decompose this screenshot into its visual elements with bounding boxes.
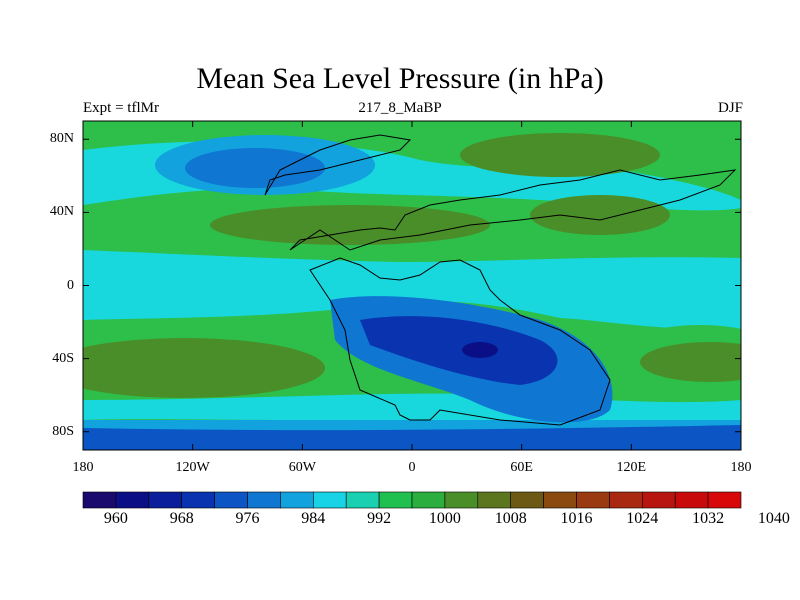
colorbar-swatch xyxy=(641,491,676,509)
lon-label: 60E xyxy=(510,460,533,475)
lat-label: 0 xyxy=(67,277,74,293)
colorbar-swatch xyxy=(247,491,281,509)
colorbar-swatch xyxy=(280,491,314,509)
colorbar xyxy=(82,491,742,509)
contour-south-indian-high-core xyxy=(640,342,741,382)
colorbar-swatch xyxy=(345,491,380,509)
colorbar-swatch xyxy=(148,491,183,509)
contour-equatorial-cyan xyxy=(83,250,741,330)
colorbar-label: 1040 xyxy=(757,510,790,527)
colorbar-label: 1032 xyxy=(692,510,725,527)
lon-label: 180 xyxy=(72,460,94,475)
colorbar-swatch xyxy=(707,491,742,509)
colorbar-label: 1016 xyxy=(560,510,593,527)
colorbar-swatch xyxy=(444,491,479,509)
contour-south-pacific-high-core xyxy=(83,338,325,398)
colorbar-label: 960 xyxy=(103,510,128,527)
contour-southern-low-inner xyxy=(360,316,558,385)
colorbar-label: 992 xyxy=(367,510,392,527)
lat-label: 40N xyxy=(49,204,74,220)
colorbar-swatch xyxy=(674,491,709,509)
contour-field xyxy=(83,121,741,450)
lon-label: 0 xyxy=(408,460,416,475)
contour-aleutian-low-core xyxy=(185,148,325,188)
colorbar-label: 1008 xyxy=(494,510,527,527)
lat-label: 40S xyxy=(52,350,74,366)
continent-outlines xyxy=(264,134,737,426)
colorbar-swatch xyxy=(181,491,215,509)
contour-atlantic-high xyxy=(210,205,490,245)
colorbar-swatch xyxy=(115,491,150,509)
colorbar-swatch xyxy=(214,491,248,509)
axis-ticks xyxy=(82,121,742,450)
contour-southern-low-core xyxy=(462,342,498,358)
colorbar-label: 968 xyxy=(169,510,194,527)
colorbar-label: 976 xyxy=(235,510,260,527)
lon-label: 120W xyxy=(175,460,210,475)
lat-label: 80S xyxy=(52,423,74,439)
contour-asian-high-2 xyxy=(530,195,670,235)
experiment-label: Expt = tflMr xyxy=(83,100,159,116)
period-label: 217_8_MaBP xyxy=(358,100,442,116)
lon-label: 120E xyxy=(616,460,647,475)
colorbar-swatch xyxy=(411,491,446,509)
colorbar-swatch xyxy=(576,491,610,509)
colorbar-swatch xyxy=(312,491,347,509)
lon-label: 180 xyxy=(730,460,752,475)
colorbar-label: 984 xyxy=(301,510,326,527)
colorbar-swatch xyxy=(609,491,643,509)
colorbar-swatch xyxy=(477,491,511,509)
map-title: Mean Sea Level Pressure (in hPa) xyxy=(196,62,604,95)
colorbar-swatch xyxy=(378,491,413,509)
colorbar-swatch xyxy=(82,491,117,509)
contour-antarctic-inner xyxy=(83,425,741,450)
colorbar-swatch xyxy=(543,491,577,509)
contour-asian-high xyxy=(460,133,660,177)
colorbar-label: 1024 xyxy=(626,510,659,527)
colorbar-label: 1000 xyxy=(428,510,461,527)
colorbar-swatch xyxy=(510,491,544,509)
lat-label: 80N xyxy=(49,131,74,147)
lon-label: 60W xyxy=(288,460,316,475)
season-label: DJF xyxy=(717,100,743,116)
